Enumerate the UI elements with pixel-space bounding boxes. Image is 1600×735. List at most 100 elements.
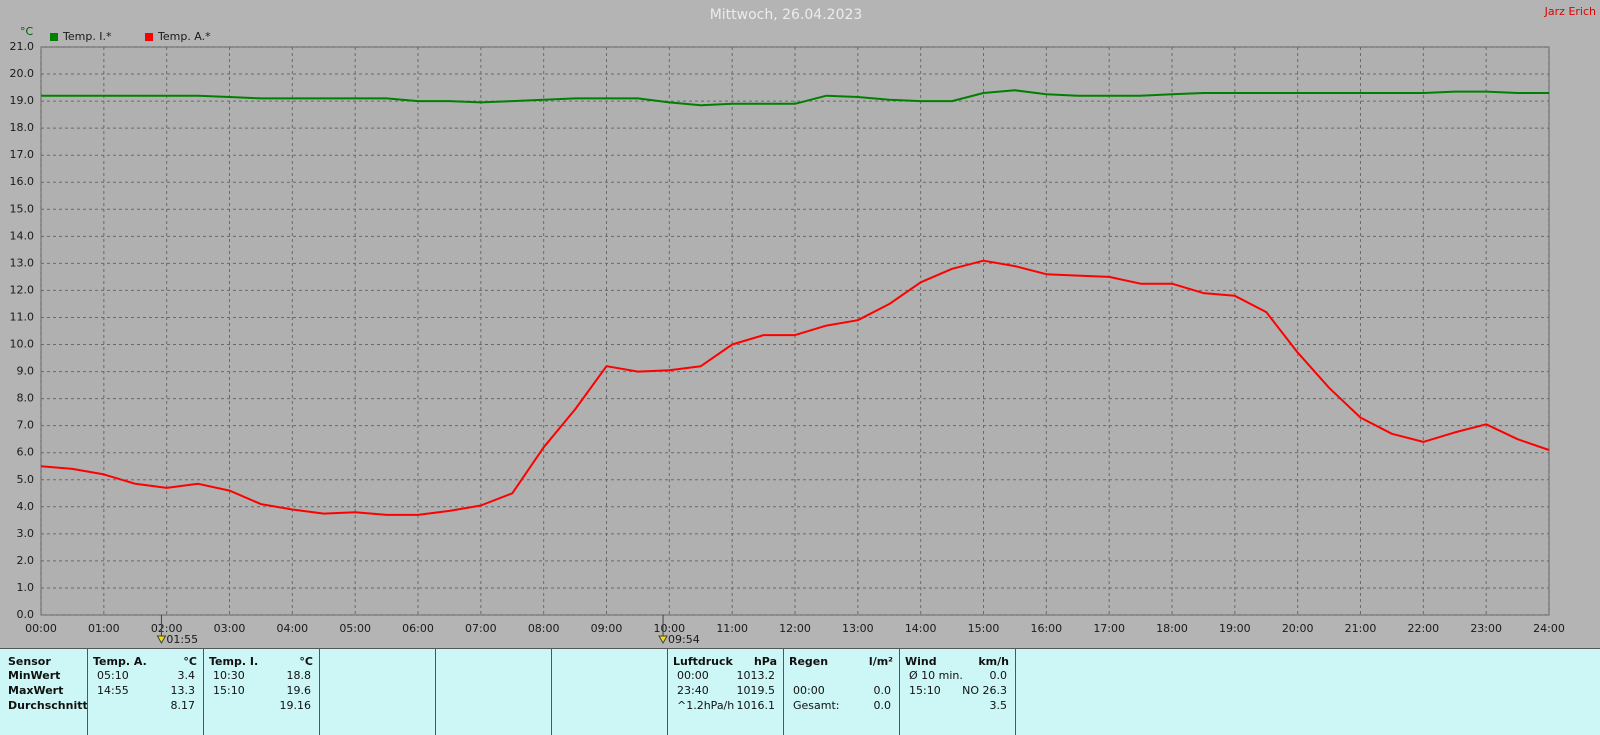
y-tick-label: 15.0 (10, 202, 35, 215)
table-cell: Ø 10 min. (909, 669, 963, 682)
y-tick-label: 7.0 (17, 419, 35, 432)
x-tick-label: 07:00 (465, 622, 497, 635)
table-cell: 00:00 (677, 669, 709, 682)
marker-label: 09:54 (668, 633, 700, 646)
y-tick-label: 9.0 (17, 365, 35, 378)
table-cell: 15:10 (909, 684, 941, 697)
column-separator (1015, 649, 1016, 735)
table-cell: MinWert (8, 669, 61, 682)
x-tick-label: 08:00 (528, 622, 560, 635)
table-cell: Luftdruck (673, 655, 733, 668)
legend-swatch (50, 33, 58, 41)
y-tick-label: 21.0 (10, 40, 35, 53)
table-cell: Temp. I. (209, 655, 259, 668)
table-cell: 23:40 (677, 684, 709, 697)
column-separator (87, 649, 88, 735)
x-tick-label: 15:00 (968, 622, 1000, 635)
x-tick-label: 22:00 (1407, 622, 1439, 635)
table-cell: 14:55 (97, 684, 129, 697)
x-tick-label: 13:00 (842, 622, 874, 635)
table-cell: 05:10 (97, 669, 129, 682)
table-cell: 19.16 (279, 699, 312, 712)
x-tick-label: 00:00 (25, 622, 57, 635)
x-tick-label: 06:00 (402, 622, 434, 635)
table-cell: Temp. A. (93, 655, 147, 668)
x-tick-label: 19:00 (1219, 622, 1251, 635)
table-cell: km/h (978, 655, 1009, 668)
y-tick-label: 1.0 (17, 581, 35, 594)
x-tick-label: 03:00 (214, 622, 246, 635)
y-tick-label: 3.0 (17, 527, 35, 540)
table-cell: Sensor (8, 655, 51, 668)
legend-swatch (145, 33, 153, 41)
table-cell: 00:00 (793, 684, 825, 697)
table-cell: °C (299, 655, 313, 668)
x-tick-label: 09:00 (591, 622, 623, 635)
table-cell: NO 26.3 (962, 684, 1007, 697)
y-tick-label: 17.0 (10, 148, 35, 161)
marker-icon (156, 635, 167, 645)
table-cell: 15:10 (213, 684, 245, 697)
y-tick-label: 2.0 (17, 554, 35, 567)
column-separator (435, 649, 436, 735)
x-tick-label: 14:00 (905, 622, 937, 635)
x-tick-label: 24:00 (1533, 622, 1565, 635)
y-tick-label: 5.0 (17, 473, 35, 486)
table-cell: Wind (905, 655, 937, 668)
column-separator (203, 649, 204, 735)
column-separator (899, 649, 900, 735)
table-cell: 1019.5 (736, 684, 776, 697)
y-unit: °C (20, 25, 34, 38)
table-cell: 10:30 (213, 669, 245, 682)
x-tick-label: 12:00 (779, 622, 811, 635)
y-tick-label: 19.0 (10, 94, 35, 107)
column-separator (783, 649, 784, 735)
series-line (40, 259, 1550, 516)
x-tick-label: 16:00 (1030, 622, 1062, 635)
table-cell: l/m² (868, 655, 893, 668)
table-cell: Regen (789, 655, 829, 668)
x-tick-label: 02:00 (151, 622, 183, 635)
y-tick-label: 20.0 (10, 67, 35, 80)
y-tick-label: 12.0 (10, 283, 35, 296)
y-tick-label: 8.0 (17, 392, 35, 405)
table-cell: Durchschnitt (8, 699, 88, 712)
x-tick-label: 10:00 (653, 622, 685, 635)
column-separator (319, 649, 320, 735)
x-tick-label: 04:00 (276, 622, 308, 635)
table-cell: 1016.1 (736, 699, 776, 712)
y-tick-label: 18.0 (10, 121, 35, 134)
column-separator (667, 649, 668, 735)
table-cell: 8.17 (170, 699, 196, 712)
marker-label: 01:55 (166, 633, 198, 646)
table-cell: 18.8 (286, 669, 312, 682)
summary-table: Sensor MinWert MaxWert Durchschnitt Temp. A.… (0, 648, 1600, 735)
legend-label: Temp. I.* (62, 30, 112, 43)
y-tick-label: 16.0 (10, 175, 35, 188)
marker-icon (658, 635, 668, 645)
table-cell: 19.6 (286, 684, 312, 697)
x-tick-label: 01:00 (88, 622, 120, 635)
y-tick-label: 4.0 (17, 500, 35, 513)
table-cell: Gesamt: (793, 699, 840, 712)
y-tick-label: 13.0 (10, 256, 35, 269)
chart-title: Mittwoch, 26.04.2023 (710, 7, 863, 23)
x-tick-label: 11:00 (716, 622, 748, 635)
x-tick-label: 05:00 (339, 622, 371, 635)
table-cell: °C (183, 655, 197, 668)
table-cell: MaxWert (8, 684, 64, 697)
x-tick-label: 20:00 (1282, 622, 1314, 635)
table-cell: 1013.2 (736, 669, 776, 682)
column-separator (551, 649, 552, 735)
table-cell: hPa (753, 655, 777, 668)
y-tick-label: 10.0 (10, 338, 35, 351)
y-tick-label: 0.0 (17, 608, 35, 621)
y-tick-label: 11.0 (10, 310, 35, 323)
x-tick-label: 23:00 (1470, 622, 1502, 635)
table-cell: 3.4 (177, 669, 196, 682)
y-tick-label: 6.0 (17, 446, 35, 459)
x-tick-label: 18:00 (1156, 622, 1188, 635)
table-cell: 13.3 (170, 684, 196, 697)
chart: Mittwoch, 26.04.2023 Jarz Erich °C 0.0 1.… (10, 5, 1597, 646)
